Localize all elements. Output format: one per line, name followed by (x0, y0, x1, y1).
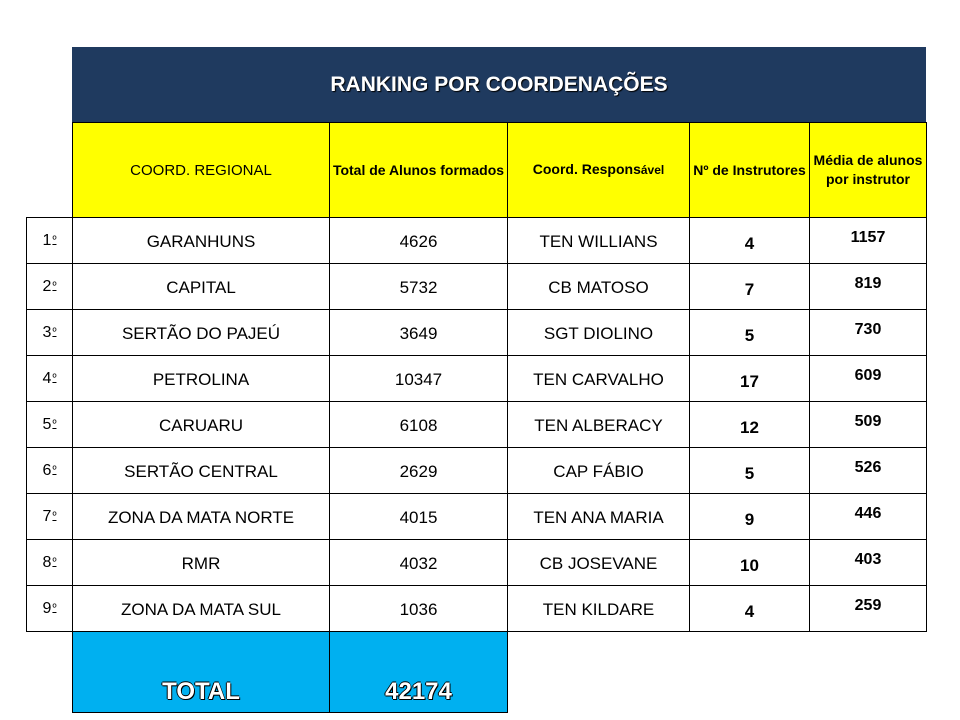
coord-responsavel-cell: CB MATOSO (507, 263, 690, 310)
coord-regional-cell: PETROLINA (72, 355, 330, 402)
coord-regional-cell: RMR (72, 539, 330, 586)
media-cell: 403 (809, 539, 927, 586)
rank-position: 1º (26, 217, 73, 264)
total-alunos-cell: 10347 (329, 355, 508, 402)
num-instrutores-cell: 4 (689, 217, 810, 264)
num-instrutores-cell: 9 (689, 493, 810, 540)
total-alunos-cell: 3649 (329, 309, 508, 356)
total-row: TOTAL 42174 (27, 631, 927, 713)
total-blank-cell (690, 632, 810, 713)
header-num-instrutores: Nº de Instrutores (689, 122, 810, 218)
ranking-table: COORD. REGIONAL Total de Alunos formados… (26, 122, 927, 713)
coord-responsavel-cell: TEN ALBERACY (507, 401, 690, 448)
media-cell: 730 (809, 309, 927, 356)
media-cell: 609 (809, 355, 927, 402)
table-row: 1º GARANHUNS 4626 TEN WILLIANS 4 1157 (26, 217, 927, 264)
num-instrutores-cell: 5 (689, 309, 810, 356)
header-coord-responsavel: Coord. Responsável (507, 122, 690, 218)
ordinal-suffix: º (52, 509, 57, 522)
coord-regional-cell: SERTÃO CENTRAL (72, 447, 330, 494)
table-row: 5º CARUARU 6108 TEN ALBERACY 12 509 (26, 401, 927, 448)
num-instrutores-cell: 10 (689, 539, 810, 586)
ordinal-suffix: º (52, 417, 57, 430)
num-instrutores-cell: 17 (689, 355, 810, 402)
ordinal-suffix: º (52, 555, 57, 568)
rank-number: 2 (42, 277, 52, 295)
ordinal-suffix: º (52, 279, 57, 292)
coord-responsavel-cell: CB JOSEVANE (507, 539, 690, 586)
coord-regional-cell: CAPITAL (72, 263, 330, 310)
header-row: COORD. REGIONAL Total de Alunos formados… (27, 122, 927, 218)
total-alunos-cell: 6108 (329, 401, 508, 448)
rank-position: 6º (26, 447, 73, 494)
coord-responsavel-cell: TEN WILLIANS (507, 217, 690, 264)
rank-position: 7º (26, 493, 73, 540)
rank-position: 9º (26, 585, 73, 632)
total-alunos-cell: 2629 (329, 447, 508, 494)
media-cell: 1157 (809, 217, 927, 264)
rank-number: 3 (42, 323, 52, 341)
rank-number: 4 (42, 369, 52, 387)
ordinal-suffix: º (52, 233, 57, 246)
rank-position: 4º (26, 355, 73, 402)
ordinal-suffix: º (52, 601, 57, 614)
coord-regional-cell: ZONA DA MATA SUL (72, 585, 330, 632)
header-coord-resp-main: Coord. Respons (532, 161, 641, 177)
rank-number: 6 (42, 461, 52, 479)
coord-responsavel-cell: TEN KILDARE (507, 585, 690, 632)
media-cell: 259 (809, 585, 927, 632)
total-blank-cell (508, 632, 690, 713)
rank-number: 1 (42, 231, 52, 249)
num-instrutores-cell: 7 (689, 263, 810, 310)
total-blank-cell (810, 632, 927, 713)
media-cell: 509 (809, 401, 927, 448)
rank-position: 5º (26, 401, 73, 448)
num-instrutores-cell: 4 (689, 585, 810, 632)
ordinal-suffix: º (52, 371, 57, 384)
rank-number: 7 (42, 507, 52, 525)
header-blank-cell (27, 123, 73, 218)
coord-regional-cell: CARUARU (72, 401, 330, 448)
total-alunos-cell: 5732 (329, 263, 508, 310)
coord-responsavel-cell: TEN ANA MARIA (507, 493, 690, 540)
total-alunos-cell: 1036 (329, 585, 508, 632)
rank-position: 2º (26, 263, 73, 310)
coord-regional-cell: GARANHUNS (72, 217, 330, 264)
total-alunos-cell: 4015 (329, 493, 508, 540)
coord-regional-cell: SERTÃO DO PAJEÚ (72, 309, 330, 356)
ordinal-suffix: º (52, 463, 57, 476)
media-cell: 446 (809, 493, 927, 540)
coord-regional-cell: ZONA DA MATA NORTE (72, 493, 330, 540)
rank-position: 8º (26, 539, 73, 586)
table-row: 6º SERTÃO CENTRAL 2629 CAP FÁBIO 5 526 (26, 447, 927, 494)
page-title: RANKING POR COORDENAÇÕES (72, 47, 926, 122)
rank-number: 5 (42, 415, 52, 433)
coord-responsavel-cell: CAP FÁBIO (507, 447, 690, 494)
table-row: 9º ZONA DA MATA SUL 1036 TEN KILDARE 4 259 (26, 585, 927, 632)
total-blank-cell (27, 632, 73, 713)
rank-position: 3º (26, 309, 73, 356)
rank-number: 9 (42, 599, 52, 617)
table-row: 8º RMR 4032 CB JOSEVANE 10 403 (26, 539, 927, 586)
total-alunos-cell: 4032 (329, 539, 508, 586)
table-row: 7º ZONA DA MATA NORTE 4015 TEN ANA MARIA 9 44… (26, 493, 927, 540)
table-row: 4º PETROLINA 10347 TEN CARVALHO 17 609 (26, 355, 927, 402)
table-row: 2º CAPITAL 5732 CB MATOSO 7 819 (26, 263, 927, 310)
rank-number: 8 (42, 553, 52, 571)
total-label: TOTAL (72, 631, 330, 713)
ordinal-suffix: º (52, 325, 57, 338)
num-instrutores-cell: 5 (689, 447, 810, 494)
media-cell: 526 (809, 447, 927, 494)
coord-responsavel-cell: TEN CARVALHO (507, 355, 690, 402)
header-coord-regional: COORD. REGIONAL (72, 122, 330, 218)
header-media: Média de alunos por instrutor (809, 122, 927, 218)
total-value: 42174 (329, 631, 508, 713)
header-coord-resp-suffix: ável (640, 163, 665, 177)
table-row: 3º SERTÃO DO PAJEÚ 3649 SGT DIOLINO 5 730 (26, 309, 927, 356)
media-cell: 819 (809, 263, 927, 310)
coord-responsavel-cell: SGT DIOLINO (507, 309, 690, 356)
total-alunos-cell: 4626 (329, 217, 508, 264)
header-total-alunos: Total de Alunos formados (329, 122, 508, 218)
num-instrutores-cell: 12 (689, 401, 810, 448)
